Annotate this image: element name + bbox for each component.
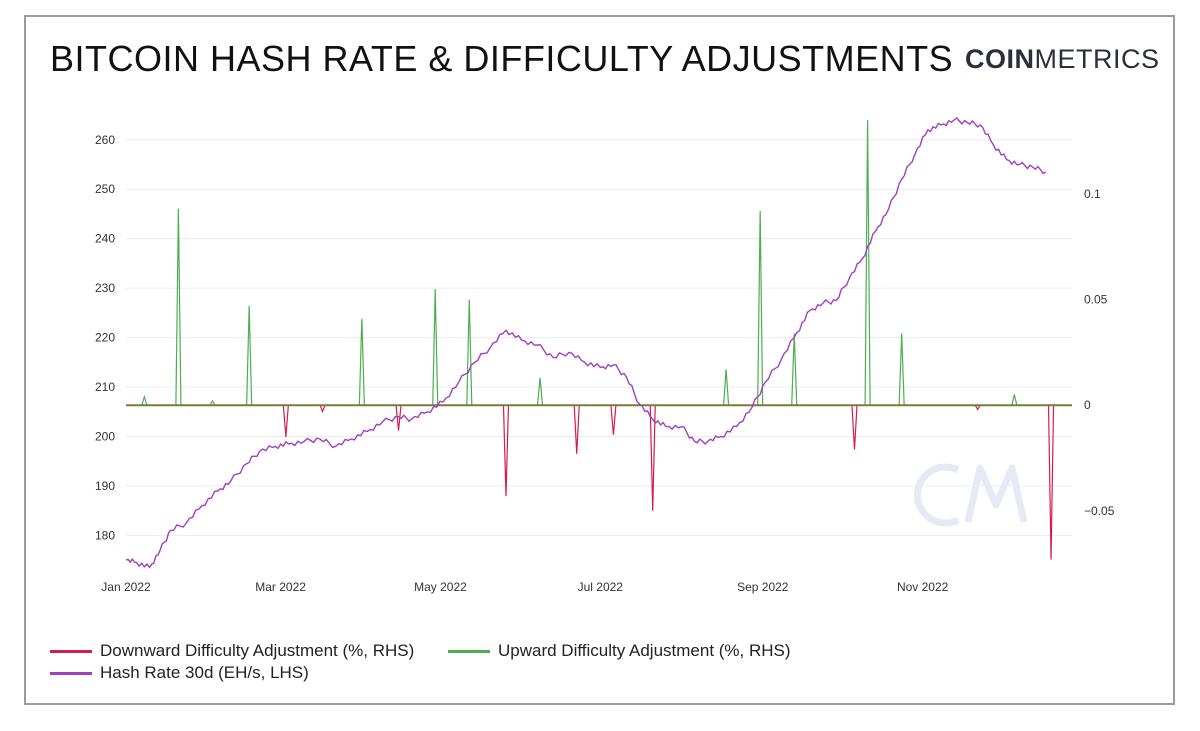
chart-title: BITCOIN HASH RATE & DIFFICULTY ADJUSTMEN…	[50, 38, 954, 79]
downward-adjustment-spike	[974, 404, 981, 411]
x-axis-ticks: Jan 2022 Mar 2022 May 2022 Jul 2022 Sep 2022…	[101, 580, 948, 594]
legend-label-hash-rate: Hash Rate 30d (EH/s, LHS)	[100, 663, 309, 682]
downward-adjustment-spike	[395, 405, 402, 431]
legend-item-downward: Downward Difficulty Adjustment (%, RHS)	[50, 641, 414, 661]
left-axis-tick-label: 200	[95, 429, 115, 443]
x-axis-tick-label: May 2022	[414, 580, 467, 594]
x-axis-tick-label: Mar 2022	[255, 580, 306, 594]
downward-adjustment-spike	[649, 405, 656, 511]
left-axis-tick-label: 190	[95, 479, 115, 493]
legend-label-upward: Upward Difficulty Adjustment (%, RHS)	[498, 641, 791, 660]
upward-adjustment-spike	[175, 208, 182, 406]
left-axis-ticks: 180 190 200 210 220 230 240 250 260	[95, 133, 115, 543]
right-axis-tick-label: −0.05	[1084, 504, 1115, 518]
downward-adjustment-spike	[502, 405, 510, 497]
upward-adjustment-spike	[1011, 394, 1018, 406]
left-axis-tick-label: 220	[95, 331, 115, 345]
logo-light-text: METRICS	[1034, 44, 1160, 74]
upward-adjustment-spike	[141, 394, 148, 406]
hash-rate-line	[125, 117, 1047, 569]
upward-adjustment-spike	[246, 305, 253, 406]
legend-swatch-hash-rate	[50, 672, 92, 676]
legend-swatch-downward	[50, 650, 92, 654]
left-axis-tick-label: 230	[95, 281, 115, 295]
upward-adjustment-spike	[536, 377, 544, 406]
logo-bold-text: COIN	[965, 44, 1035, 74]
difficulty-adjustment-spikes	[141, 119, 1055, 560]
upward-adjustment-spike	[864, 119, 871, 406]
upward-adjustment-spike	[209, 399, 216, 406]
upward-adjustment-spike	[432, 289, 439, 406]
upward-adjustment-spike	[898, 333, 905, 406]
downward-adjustment-spike	[610, 405, 617, 435]
legend-swatch-upward	[448, 650, 490, 654]
upward-adjustment-spike	[791, 333, 798, 406]
downward-adjustment-spike	[851, 405, 858, 450]
right-axis-tick-label: 0.05	[1084, 293, 1108, 307]
legend-label-downward: Downward Difficulty Adjustment (%, RHS)	[100, 641, 415, 660]
right-axis-tick-label: 0.1	[1084, 187, 1101, 201]
right-axis-ticks: −0.05 0 0.05 0.1	[1084, 187, 1115, 518]
x-axis-tick-label: Nov 2022	[897, 580, 949, 594]
right-axis-tick-label: 0	[1084, 398, 1091, 412]
left-axis-tick-label: 180	[95, 528, 115, 542]
legend-item-hash-rate: Hash Rate 30d (EH/s, LHS)	[50, 663, 309, 683]
x-axis-tick-label: Jul 2022	[578, 580, 624, 594]
grid-lines	[126, 139, 1072, 536]
upward-adjustment-spike	[358, 318, 365, 406]
upward-adjustment-spike	[757, 210, 764, 406]
x-axis-tick-label: Jan 2022	[101, 580, 151, 594]
downward-adjustment-spike	[319, 404, 326, 414]
coinmetrics-logo: COINMETRICS	[965, 44, 1160, 75]
left-axis-tick-label: 240	[95, 232, 115, 246]
x-axis-tick-label: Sep 2022	[737, 580, 789, 594]
left-axis-tick-label: 210	[95, 380, 115, 394]
downward-adjustment-spike	[1047, 405, 1055, 560]
upward-adjustment-spike	[722, 369, 730, 406]
left-axis-tick-label: 250	[95, 182, 115, 196]
cm-watermark	[913, 463, 1028, 527]
downward-adjustment-spike	[282, 405, 289, 437]
upward-adjustment-spike	[466, 299, 473, 406]
downward-adjustment-spike	[573, 405, 580, 454]
left-axis-tick-label: 260	[95, 133, 115, 147]
legend-item-upward: Upward Difficulty Adjustment (%, RHS)	[448, 641, 791, 661]
